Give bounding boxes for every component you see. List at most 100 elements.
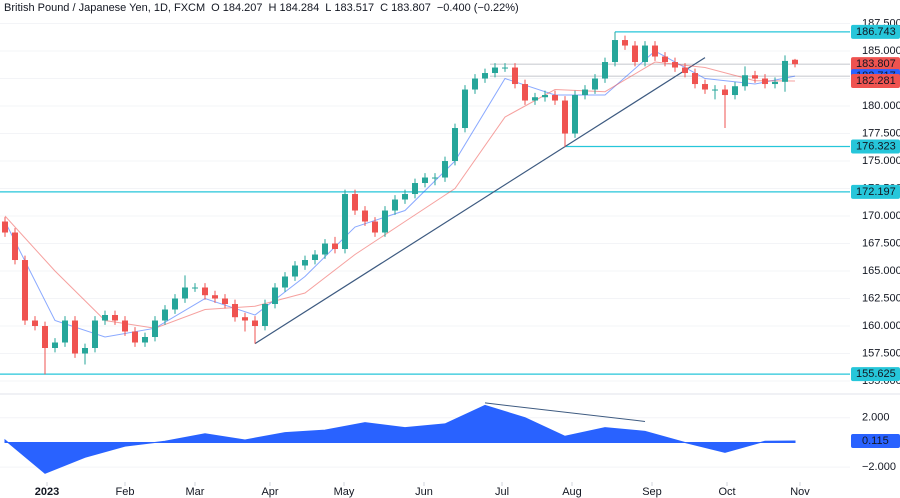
candle-body: [302, 260, 308, 266]
last-price-box: [851, 57, 900, 72]
last-value-box: [851, 434, 900, 449]
candle-body: [82, 348, 88, 354]
candle-body: [352, 194, 358, 211]
y-tick-label: 162.500: [862, 292, 900, 304]
candle-body: [12, 232, 18, 261]
candle-body: [652, 45, 658, 57]
level-label-box: [851, 184, 900, 199]
y-tick-label: 165.000: [862, 265, 900, 277]
candle-body: [242, 317, 248, 321]
y-tick-label: 175.000: [862, 155, 900, 167]
candle-body: [552, 95, 558, 101]
x-tick-label: 2023: [35, 486, 59, 498]
candle-body: [62, 320, 68, 343]
candle-body: [672, 62, 678, 68]
candle-body: [572, 95, 578, 134]
x-tick-label: May: [334, 486, 355, 498]
candle-body: [322, 243, 328, 255]
candle-body: [112, 315, 118, 321]
candle-body: [702, 84, 708, 90]
candle-body: [642, 45, 648, 63]
candle-body: [52, 342, 58, 349]
candle-body: [2, 221, 8, 233]
candle-body: [512, 67, 518, 85]
candle-body: [422, 177, 428, 184]
candle-body: [92, 320, 98, 349]
x-tick-label: Jun: [415, 486, 433, 498]
level-label: 186.743: [856, 26, 896, 38]
candle-body: [192, 287, 198, 289]
change-pct: (−0.22%): [474, 2, 519, 14]
last-price: 183.807: [856, 58, 896, 70]
candle-body: [732, 86, 738, 96]
level-label: 172.197: [856, 186, 896, 198]
x-tick-label: Feb: [116, 486, 135, 498]
ma-value-box: [851, 73, 900, 88]
trendline: [254, 57, 706, 345]
y-tick-label: 177.500: [862, 127, 900, 139]
candle-body: [282, 276, 288, 288]
candle-body: [332, 243, 338, 250]
candle-body: [542, 95, 548, 98]
y-tick-label: 167.500: [862, 237, 900, 249]
y-tick-label: 185.000: [862, 45, 900, 57]
moving-average: [4, 61, 796, 329]
candle-body: [402, 194, 408, 200]
level-label: 176.323: [856, 140, 896, 152]
candle-body: [742, 75, 748, 87]
candle-body: [202, 287, 208, 296]
candle-body: [132, 331, 138, 343]
y-tick-label: 160.000: [862, 320, 900, 332]
candle-body: [172, 298, 178, 310]
candle-body: [562, 100, 568, 134]
candle-body: [602, 62, 608, 79]
candle-body: [662, 56, 668, 63]
candle-body: [262, 304, 268, 327]
candle-body: [752, 75, 758, 79]
candle-body: [102, 315, 108, 321]
candle-body: [122, 320, 128, 332]
candle-body: [232, 304, 238, 318]
candle-body: [772, 81, 778, 85]
candle-body: [362, 210, 368, 222]
x-tick-label: Nov: [790, 486, 810, 498]
candle-body: [622, 40, 628, 46]
level-label-box: [851, 24, 900, 39]
candle-body: [252, 320, 258, 327]
candle-body: [342, 194, 348, 250]
last-value: 0.115: [862, 435, 889, 447]
level-label-box: [851, 139, 900, 154]
y-tick-label: 180.000: [862, 100, 900, 112]
ohlc-value: 184.284: [279, 2, 319, 14]
candle-body: [392, 199, 398, 211]
candle-body: [782, 60, 788, 82]
level-label-box: [851, 367, 900, 382]
candle-body: [382, 210, 388, 233]
candle-body: [792, 59, 798, 65]
candle-body: [442, 161, 448, 178]
candle-body: [222, 298, 228, 305]
x-tick-label: Oct: [718, 486, 735, 498]
ohlc-label: L: [325, 2, 331, 14]
x-tick-label: Aug: [562, 486, 582, 498]
candle-body: [582, 89, 588, 96]
trendline: [484, 402, 646, 422]
x-tick-label: Jul: [495, 486, 509, 498]
candle-body: [632, 45, 638, 63]
candle-body: [272, 287, 278, 305]
change: −0.400: [437, 2, 471, 14]
candle-body: [482, 73, 488, 79]
candle-body: [532, 97, 538, 101]
candle-body: [162, 309, 168, 321]
x-tick-label: Mar: [186, 486, 205, 498]
candle-body: [42, 326, 48, 349]
candle-body: [612, 40, 618, 63]
candle-body: [372, 221, 378, 233]
candle-body: [682, 67, 688, 74]
candle-body: [412, 183, 418, 195]
candle-body: [452, 128, 458, 162]
y-tick-label: 157.500: [862, 347, 900, 359]
oscillator-area: [4, 404, 796, 474]
ohlc-label: H: [269, 2, 277, 14]
